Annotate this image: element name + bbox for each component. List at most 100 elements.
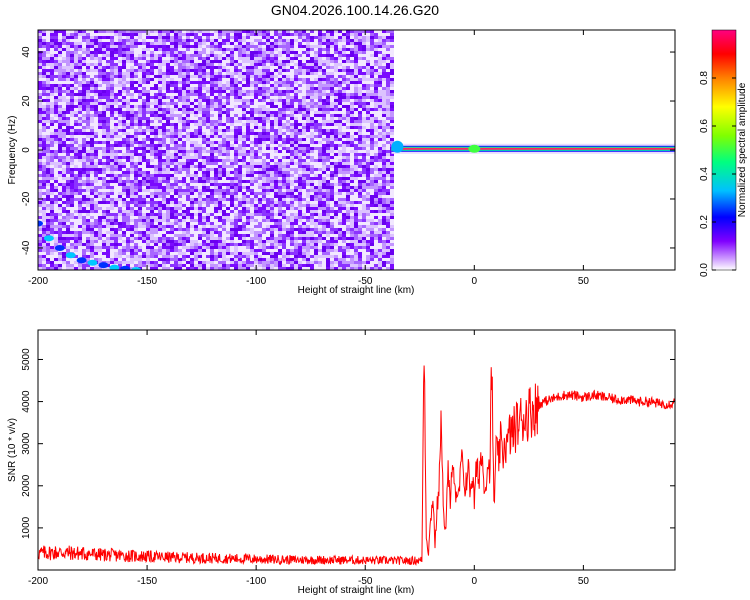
heatmap-cell: [246, 210, 250, 213]
heatmap-cell: [138, 240, 142, 243]
heatmap-cell: [266, 237, 270, 240]
heatmap-cell: [206, 90, 210, 93]
heatmap-cell: [154, 69, 158, 72]
heatmap-cell: [246, 189, 250, 192]
heatmap-cell: [102, 234, 106, 237]
heatmap-cell: [66, 123, 70, 126]
heatmap-cell: [42, 42, 46, 45]
heatmap-cell: [150, 90, 154, 93]
heatmap-cell: [94, 60, 98, 63]
heatmap-cell: [274, 126, 278, 129]
heatmap-cell: [38, 54, 42, 57]
heatmap-cell: [98, 243, 102, 246]
heatmap-cell: [214, 48, 218, 51]
heatmap-cell: [198, 210, 202, 213]
heatmap-cell: [218, 33, 222, 36]
heatmap-cell: [242, 231, 246, 234]
heatmap-cell: [70, 171, 74, 174]
heatmap-cell: [86, 39, 90, 42]
heatmap-cell: [46, 114, 50, 117]
heatmap-cell: [246, 162, 250, 165]
heatmap-cell: [230, 66, 234, 69]
heatmap-cell: [66, 54, 70, 57]
heatmap-cell: [70, 264, 74, 267]
heatmap-cell: [218, 165, 222, 168]
heatmap-cell: [98, 102, 102, 105]
heatmap-cell: [210, 234, 214, 237]
heatmap-cell: [66, 102, 70, 105]
heatmap-cell: [182, 216, 186, 219]
heatmap-cell: [134, 93, 138, 96]
heatmap-cell: [106, 63, 110, 66]
heatmap-cell: [42, 153, 46, 156]
heatmap-cell: [142, 63, 146, 66]
heatmap-cell: [150, 240, 154, 243]
heatmap-cell: [42, 138, 46, 141]
heatmap-cell: [158, 240, 162, 243]
heatmap-cell: [218, 105, 222, 108]
heatmap-cell: [238, 186, 242, 189]
heatmap-cell: [154, 135, 158, 138]
heatmap-cell: [250, 105, 254, 108]
heatmap-cell: [170, 93, 174, 96]
heatmap-cell: [222, 198, 226, 201]
heatmap-cell: [278, 78, 282, 81]
heatmap-cell: [98, 246, 102, 249]
heatmap-cell: [194, 210, 198, 213]
heatmap-cell: [138, 255, 142, 258]
heatmap-cell: [190, 84, 194, 87]
heatmap-cell: [102, 120, 106, 123]
heatmap-cell: [198, 129, 202, 132]
heatmap-cell: [174, 129, 178, 132]
heatmap-cell: [274, 123, 278, 126]
heatmap-cell: [38, 33, 42, 36]
heatmap-cell: [42, 231, 46, 234]
heatmap-cell: [266, 42, 270, 45]
heatmap-cell: [262, 183, 266, 186]
heatmap-cell: [110, 180, 114, 183]
heatmap-cell: [198, 234, 202, 237]
heatmap-cell: [110, 246, 114, 249]
heatmap-cell: [142, 30, 146, 33]
heatmap-cell: [146, 258, 150, 261]
heatmap-cell: [242, 84, 246, 87]
heatmap-cell: [238, 195, 242, 198]
heatmap-cell: [226, 159, 230, 162]
heatmap-cell: [134, 48, 138, 51]
heatmap-cell: [46, 171, 50, 174]
heatmap-cell: [202, 63, 206, 66]
heatmap-cell: [122, 123, 126, 126]
heatmap-cell: [250, 33, 254, 36]
heatmap-cell: [230, 183, 234, 186]
heatmap-cell: [214, 144, 218, 147]
heatmap-cell: [94, 216, 98, 219]
heatmap-cell: [210, 171, 214, 174]
heatmap-cell: [150, 195, 154, 198]
heatmap-cell: [194, 84, 198, 87]
heatmap-cell: [118, 162, 122, 165]
heatmap-cell: [174, 210, 178, 213]
heatmap-cell: [74, 135, 78, 138]
heatmap-cell: [114, 219, 118, 222]
heatmap-cell: [138, 186, 142, 189]
heatmap-cell: [186, 255, 190, 258]
heatmap-cell: [242, 33, 246, 36]
heatmap-cell: [138, 129, 142, 132]
heatmap-cell: [58, 33, 62, 36]
heatmap-cell: [54, 204, 58, 207]
heatmap-cell: [266, 114, 270, 117]
heatmap-cell: [126, 183, 130, 186]
heatmap-cell: [58, 180, 62, 183]
heatmap-cell: [70, 78, 74, 81]
heatmap-cell: [278, 171, 282, 174]
heatmap-cell: [46, 42, 50, 45]
heatmap-cell: [246, 90, 250, 93]
heatmap-cell: [274, 114, 278, 117]
heatmap-cell: [122, 261, 126, 264]
heatmap-cell: [266, 84, 270, 87]
heatmap-cell: [190, 213, 194, 216]
heatmap-cell: [106, 207, 110, 210]
heatmap-cell: [162, 102, 166, 105]
heatmap-cell: [54, 213, 58, 216]
heatmap-cell: [150, 96, 154, 99]
